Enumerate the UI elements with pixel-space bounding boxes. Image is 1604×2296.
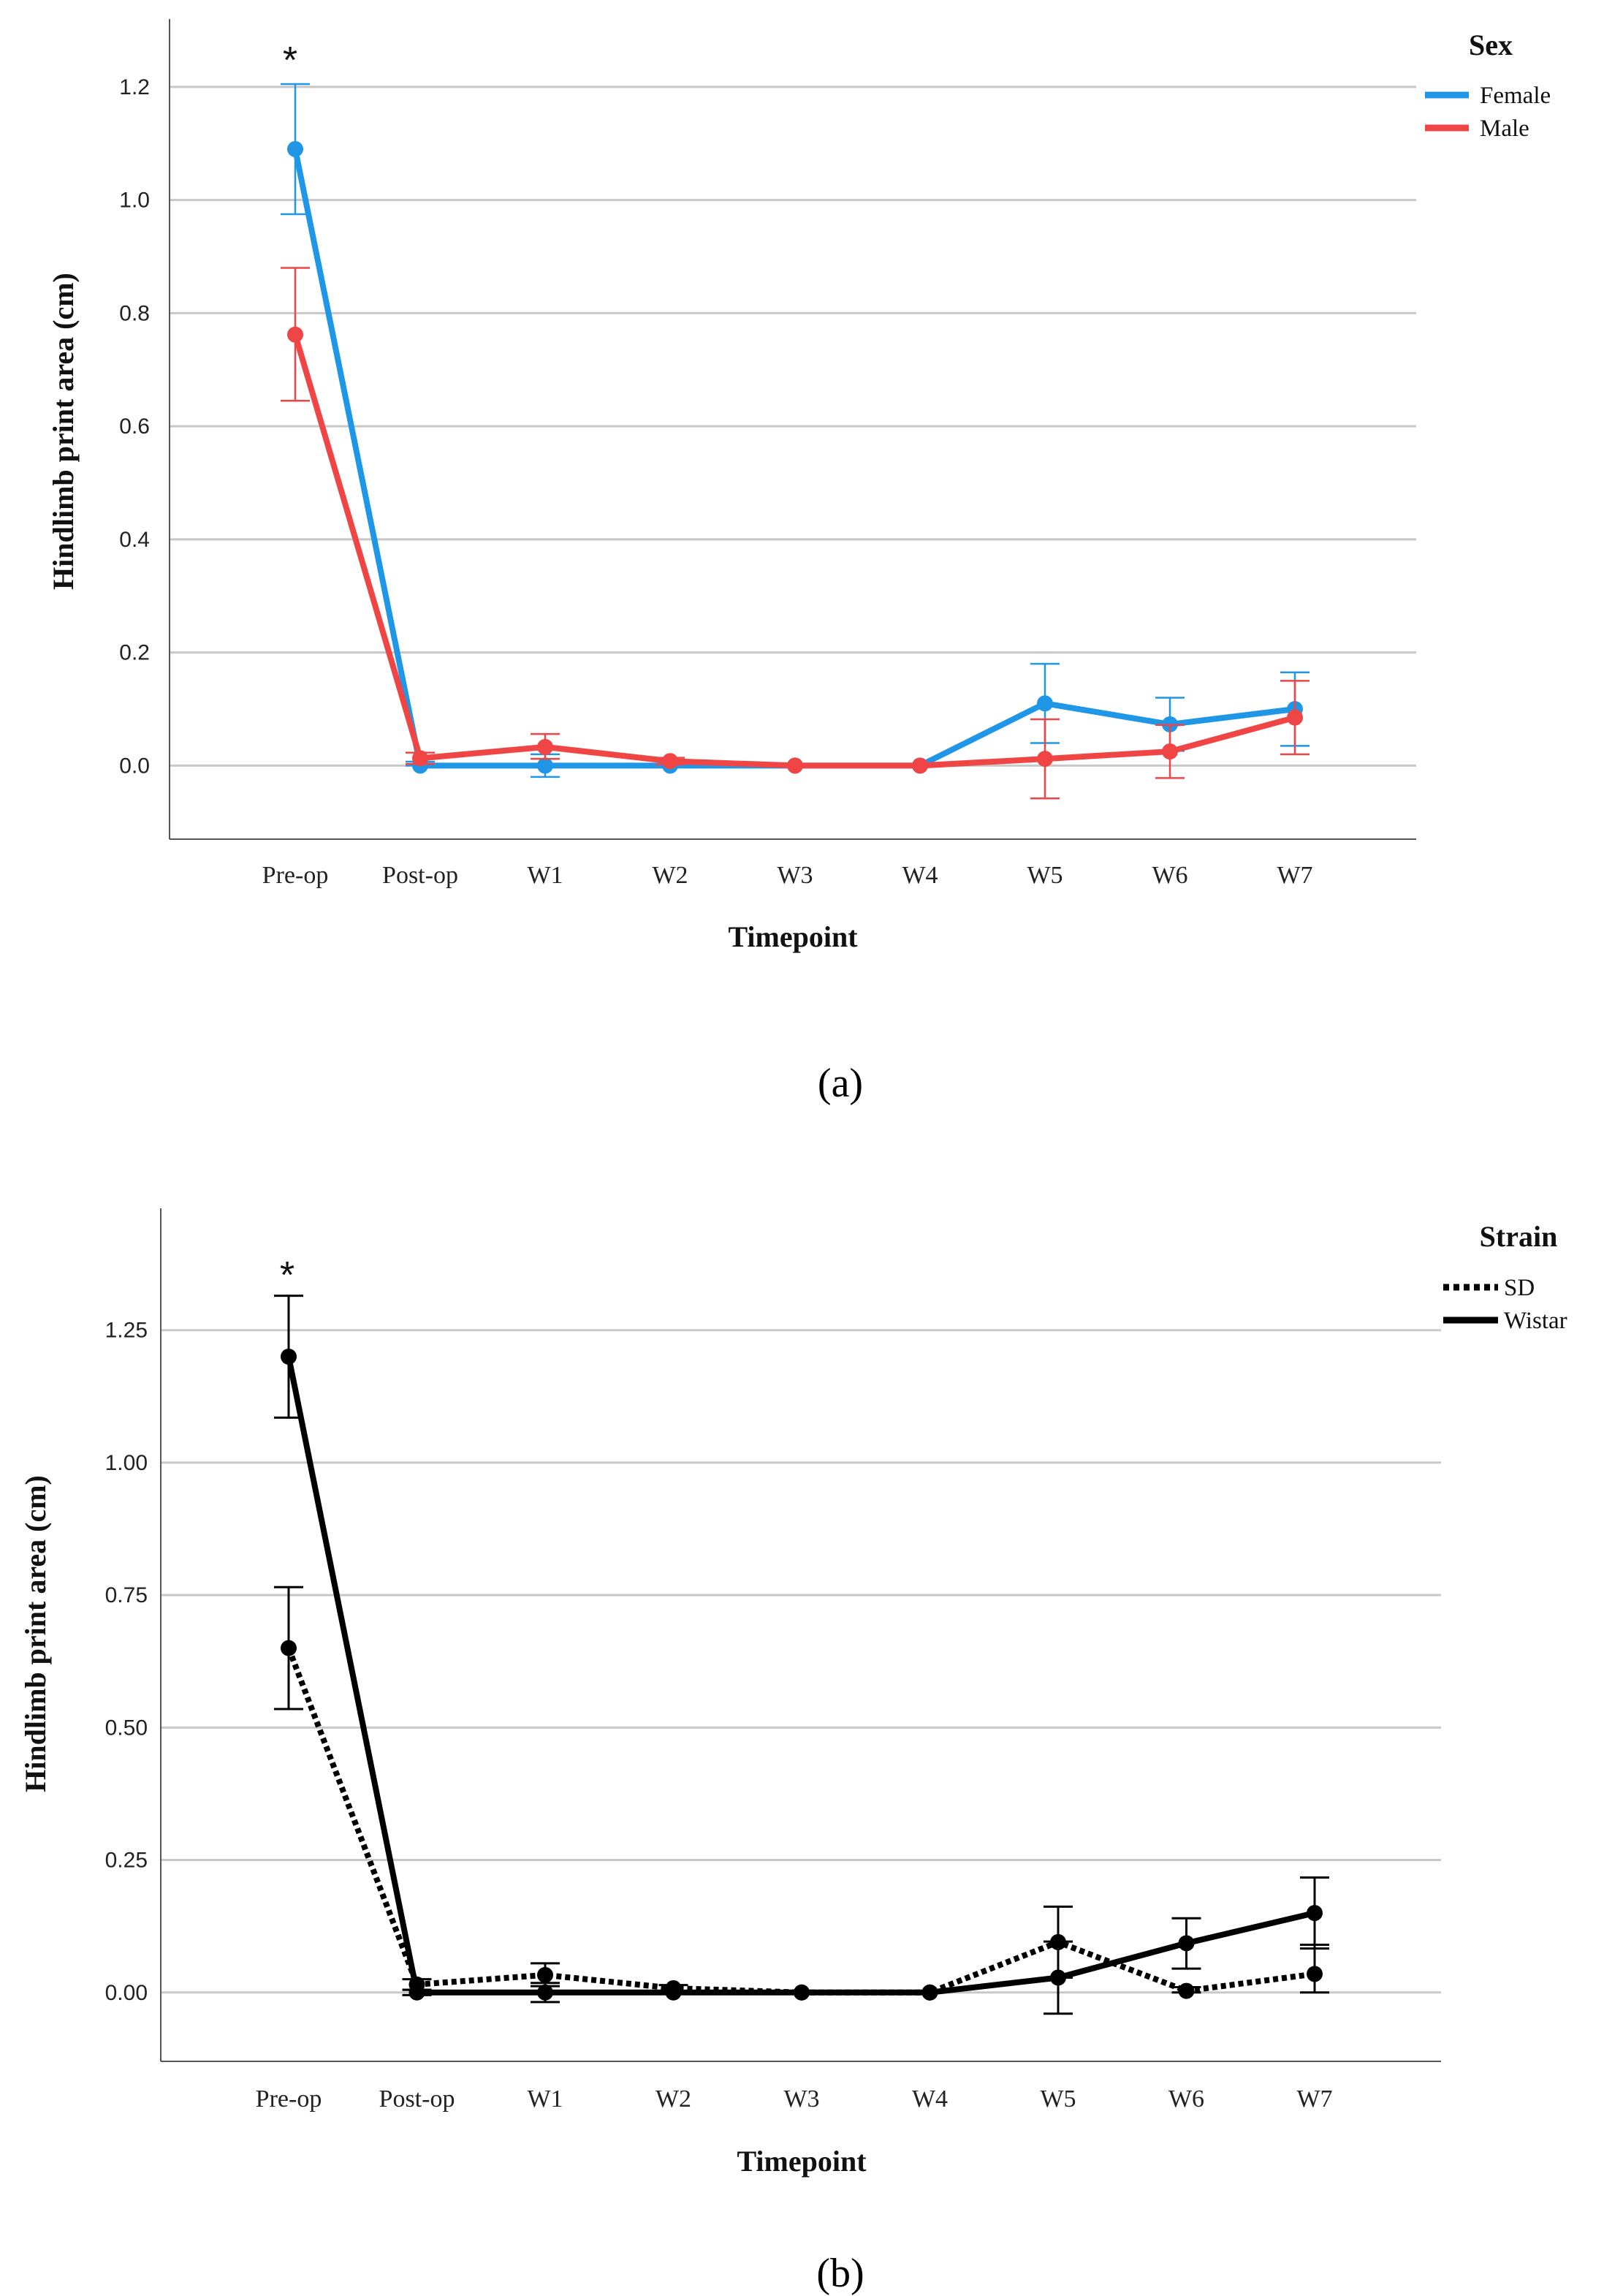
significance-marker-b: * (280, 1254, 294, 1297)
x-ticks-a: Pre-op Post-op W1 W2 W3 W4 W5 W6 W7 (262, 862, 1313, 889)
legend-label-sd: SD (1504, 1275, 1535, 1301)
x-tick-label-a-5: W4 (902, 862, 938, 889)
y-tick-label-a-4: 0.8 (119, 301, 150, 325)
series-male (281, 267, 1310, 800)
y-tick-label-b-0: 0.00 (105, 1981, 148, 2005)
y-tick-label-a-5: 1.0 (119, 189, 150, 213)
data-point-male-8 (1287, 709, 1303, 726)
x-tick-label-b-0: Pre-op (256, 2085, 322, 2113)
data-point-sd-8 (1307, 1966, 1323, 1982)
x-tick-label-a-1: Post-op (382, 862, 458, 889)
y-ticks-b: 0.00 0.25 0.50 0.75 1.00 1.25 (105, 1319, 148, 2005)
y-tick-label-b-5: 1.25 (105, 1319, 148, 1343)
x-tick-label-a-6: W5 (1027, 862, 1063, 889)
plot-frame-b (161, 1208, 1441, 2061)
x-tick-label-b-3: W2 (655, 2085, 691, 2113)
x-ticks-b: Pre-op Post-op W1 W2 W3 W4 W5 W6 W7 (256, 2085, 1333, 2113)
data-point-male-7 (1162, 743, 1178, 760)
legend-label-male: Male (1480, 115, 1529, 142)
y-tick-label-b-1: 0.25 (105, 1849, 148, 1873)
data-point-male-4 (787, 757, 803, 774)
data-point-female-0 (287, 140, 303, 157)
gridlines-b (161, 1329, 1441, 1994)
x-tick-label-b-4: W3 (783, 2085, 819, 2113)
legend-label-wistar: Wistar (1504, 1308, 1567, 1334)
data-point-wistar-5 (921, 1984, 938, 2001)
chart-panel-a: 0.0 0.2 0.4 0.6 0.8 1.0 1.2 Pre-op Post-op W1 W2 W… (47, 19, 1551, 1106)
x-tick-label-a-3: W2 (652, 862, 688, 889)
x-tick-label-b-5: W4 (912, 2085, 948, 2113)
legend-a: Sex Female Male (1425, 29, 1551, 142)
panel-caption-b: (b) (816, 2251, 864, 2296)
data-point-wistar-6 (1050, 1969, 1066, 1986)
data-point-male-3 (662, 753, 678, 770)
panel-caption-a: (a) (818, 1061, 863, 1106)
y-tick-label-a-6: 1.2 (119, 75, 150, 99)
data-point-wistar-1 (408, 1984, 425, 2001)
data-point-male-1 (412, 750, 428, 767)
plot-frame-a (170, 19, 1416, 839)
y-tick-label-b-4: 1.00 (105, 1451, 148, 1475)
y-axis-label-a: Hindlimb print area (cm) (47, 273, 80, 590)
y-tick-label-b-2: 0.50 (105, 1716, 148, 1740)
data-point-wistar-2 (537, 1984, 553, 2001)
x-axis-label-a: Timepoint (728, 920, 858, 953)
y-ticks-a: 0.0 0.2 0.4 0.6 0.8 1.0 1.2 (119, 75, 150, 778)
x-tick-label-b-6: W5 (1040, 2085, 1076, 2113)
gridlines-a (170, 86, 1416, 767)
x-tick-label-b-1: Post-op (379, 2085, 455, 2113)
series-group-b (274, 1295, 1329, 2015)
data-point-sd-2 (537, 1966, 553, 1983)
y-tick-label-a-1: 0.2 (119, 641, 150, 665)
series-group-a (281, 83, 1310, 800)
x-tick-label-a-8: W7 (1277, 862, 1312, 889)
x-tick-label-a-4: W3 (777, 862, 813, 889)
legend-title-b: Strain (1480, 1220, 1558, 1253)
x-axis-label-b: Timepoint (737, 2145, 867, 2178)
legend-label-female: Female (1480, 83, 1551, 109)
data-point-male-6 (1037, 751, 1053, 768)
data-point-wistar-4 (794, 1984, 810, 2001)
chart-panel-b: 0.00 0.25 0.50 0.75 1.00 1.25 Pre-op Post-op W1… (19, 1208, 1567, 2296)
data-point-male-0 (287, 326, 303, 343)
legend-title-a: Sex (1469, 29, 1513, 61)
y-tick-label-b-3: 0.75 (105, 1583, 148, 1607)
data-point-male-2 (537, 738, 553, 755)
data-point-female-6 (1037, 695, 1053, 712)
y-tick-label-a-0: 0.0 (119, 754, 150, 778)
x-tick-label-b-7: W6 (1168, 2085, 1204, 2113)
x-tick-label-b-2: W1 (527, 2085, 563, 2113)
y-axis-label-b: Hindlimb print area (cm) (19, 1475, 52, 1792)
significance-marker-a: * (283, 39, 297, 82)
data-point-sd-7 (1178, 1982, 1195, 1999)
data-point-wistar-0 (281, 1348, 297, 1365)
data-point-female-2 (537, 757, 553, 774)
y-tick-label-a-3: 0.6 (119, 414, 150, 439)
data-point-sd-0 (281, 1640, 297, 1656)
x-tick-label-b-8: W7 (1296, 2085, 1332, 2113)
legend-b: Strain SD Wistar (1443, 1220, 1567, 1334)
data-point-wistar-3 (665, 1984, 682, 2001)
data-point-male-5 (912, 757, 928, 774)
x-tick-label-a-2: W1 (527, 862, 563, 889)
x-tick-label-a-7: W6 (1152, 862, 1187, 889)
data-point-wistar-7 (1178, 1935, 1195, 1952)
x-tick-label-a-0: Pre-op (262, 862, 329, 889)
y-tick-label-a-2: 0.4 (119, 528, 150, 552)
series-wistar (274, 1295, 1329, 2015)
data-point-wistar-8 (1307, 1905, 1323, 1922)
